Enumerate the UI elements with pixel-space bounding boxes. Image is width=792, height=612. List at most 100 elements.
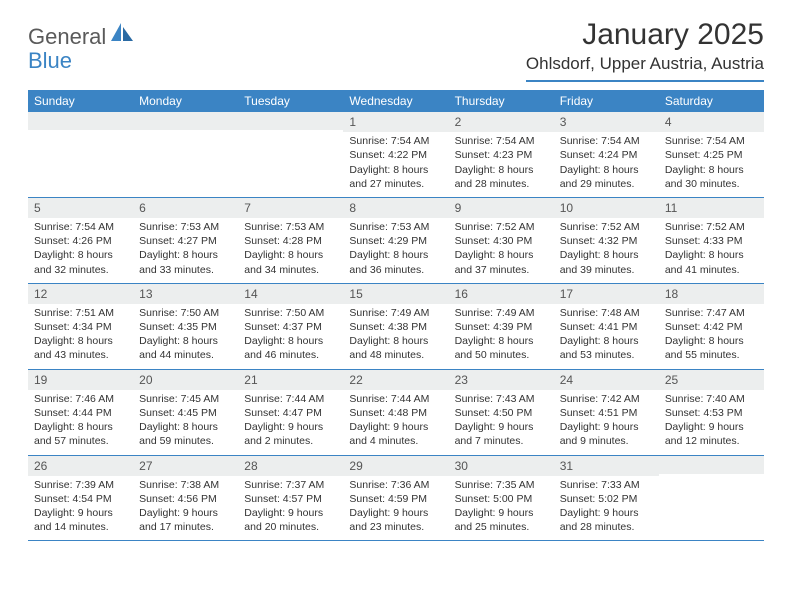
daylight-text: Daylight: 8 hours and 32 minutes. — [34, 248, 127, 276]
sunset-text: Sunset: 4:22 PM — [349, 148, 442, 162]
sunrise-text: Sunrise: 7:54 AM — [349, 134, 442, 148]
sunset-text: Sunset: 4:47 PM — [244, 406, 337, 420]
sunrise-text: Sunrise: 7:53 AM — [244, 220, 337, 234]
sunset-text: Sunset: 4:35 PM — [139, 320, 232, 334]
sunset-text: Sunset: 4:57 PM — [244, 492, 337, 506]
sunrise-text: Sunrise: 7:54 AM — [560, 134, 653, 148]
brand-logo: General — [28, 24, 135, 50]
day-cell — [659, 456, 764, 541]
sunset-text: Sunset: 4:44 PM — [34, 406, 127, 420]
day-number — [28, 112, 133, 130]
week-row: 26Sunrise: 7:39 AMSunset: 4:54 PMDayligh… — [28, 456, 764, 542]
sunset-text: Sunset: 4:48 PM — [349, 406, 442, 420]
daylight-text: Daylight: 9 hours and 20 minutes. — [244, 506, 337, 534]
sunset-text: Sunset: 4:38 PM — [349, 320, 442, 334]
day-body: Sunrise: 7:50 AMSunset: 4:37 PMDaylight:… — [238, 304, 343, 369]
day-number: 12 — [28, 284, 133, 304]
day-number: 20 — [133, 370, 238, 390]
day-number: 9 — [449, 198, 554, 218]
daylight-text: Daylight: 9 hours and 25 minutes. — [455, 506, 548, 534]
day-number — [133, 112, 238, 130]
day-body: Sunrise: 7:47 AMSunset: 4:42 PMDaylight:… — [659, 304, 764, 369]
daylight-text: Daylight: 8 hours and 55 minutes. — [665, 334, 758, 362]
daylight-text: Daylight: 8 hours and 50 minutes. — [455, 334, 548, 362]
sunset-text: Sunset: 4:33 PM — [665, 234, 758, 248]
daylight-text: Daylight: 9 hours and 14 minutes. — [34, 506, 127, 534]
sunrise-text: Sunrise: 7:50 AM — [244, 306, 337, 320]
day-number: 29 — [343, 456, 448, 476]
day-cell: 8Sunrise: 7:53 AMSunset: 4:29 PMDaylight… — [343, 198, 448, 283]
sunrise-text: Sunrise: 7:49 AM — [349, 306, 442, 320]
daylight-text: Daylight: 8 hours and 30 minutes. — [665, 163, 758, 191]
day-cell: 2Sunrise: 7:54 AMSunset: 4:23 PMDaylight… — [449, 112, 554, 197]
sunrise-text: Sunrise: 7:40 AM — [665, 392, 758, 406]
week-row: 1Sunrise: 7:54 AMSunset: 4:22 PMDaylight… — [28, 112, 764, 198]
day-body: Sunrise: 7:50 AMSunset: 4:35 PMDaylight:… — [133, 304, 238, 369]
day-cell: 29Sunrise: 7:36 AMSunset: 4:59 PMDayligh… — [343, 456, 448, 541]
day-body: Sunrise: 7:52 AMSunset: 4:30 PMDaylight:… — [449, 218, 554, 283]
day-cell: 12Sunrise: 7:51 AMSunset: 4:34 PMDayligh… — [28, 284, 133, 369]
day-number: 17 — [554, 284, 659, 304]
daylight-text: Daylight: 8 hours and 53 minutes. — [560, 334, 653, 362]
sunset-text: Sunset: 4:37 PM — [244, 320, 337, 334]
week-row: 19Sunrise: 7:46 AMSunset: 4:44 PMDayligh… — [28, 370, 764, 456]
day-number: 21 — [238, 370, 343, 390]
daylight-text: Daylight: 8 hours and 34 minutes. — [244, 248, 337, 276]
day-cell: 13Sunrise: 7:50 AMSunset: 4:35 PMDayligh… — [133, 284, 238, 369]
day-number: 10 — [554, 198, 659, 218]
daylight-text: Daylight: 9 hours and 2 minutes. — [244, 420, 337, 448]
day-body: Sunrise: 7:51 AMSunset: 4:34 PMDaylight:… — [28, 304, 133, 369]
sunset-text: Sunset: 5:02 PM — [560, 492, 653, 506]
calendar: SundayMondayTuesdayWednesdayThursdayFrid… — [28, 90, 764, 541]
day-cell: 26Sunrise: 7:39 AMSunset: 4:54 PMDayligh… — [28, 456, 133, 541]
day-cell: 15Sunrise: 7:49 AMSunset: 4:38 PMDayligh… — [343, 284, 448, 369]
sunset-text: Sunset: 4:56 PM — [139, 492, 232, 506]
day-body: Sunrise: 7:46 AMSunset: 4:44 PMDaylight:… — [28, 390, 133, 455]
day-number: 26 — [28, 456, 133, 476]
day-body: Sunrise: 7:35 AMSunset: 5:00 PMDaylight:… — [449, 476, 554, 541]
day-number: 11 — [659, 198, 764, 218]
sunrise-text: Sunrise: 7:54 AM — [665, 134, 758, 148]
day-number: 8 — [343, 198, 448, 218]
sunrise-text: Sunrise: 7:46 AM — [34, 392, 127, 406]
sunset-text: Sunset: 5:00 PM — [455, 492, 548, 506]
sunset-text: Sunset: 4:42 PM — [665, 320, 758, 334]
sunrise-text: Sunrise: 7:52 AM — [560, 220, 653, 234]
sunrise-text: Sunrise: 7:53 AM — [139, 220, 232, 234]
day-body: Sunrise: 7:52 AMSunset: 4:32 PMDaylight:… — [554, 218, 659, 283]
day-number: 30 — [449, 456, 554, 476]
day-body: Sunrise: 7:42 AMSunset: 4:51 PMDaylight:… — [554, 390, 659, 455]
day-body: Sunrise: 7:33 AMSunset: 5:02 PMDaylight:… — [554, 476, 659, 541]
day-cell: 22Sunrise: 7:44 AMSunset: 4:48 PMDayligh… — [343, 370, 448, 455]
daylight-text: Daylight: 8 hours and 39 minutes. — [560, 248, 653, 276]
sail-icon — [109, 23, 135, 48]
brand-part1: General — [28, 24, 106, 50]
sunset-text: Sunset: 4:23 PM — [455, 148, 548, 162]
sunrise-text: Sunrise: 7:45 AM — [139, 392, 232, 406]
day-cell: 7Sunrise: 7:53 AMSunset: 4:28 PMDaylight… — [238, 198, 343, 283]
day-cell: 3Sunrise: 7:54 AMSunset: 4:24 PMDaylight… — [554, 112, 659, 197]
day-number: 6 — [133, 198, 238, 218]
day-body: Sunrise: 7:54 AMSunset: 4:26 PMDaylight:… — [28, 218, 133, 283]
day-cell — [133, 112, 238, 197]
day-number: 18 — [659, 284, 764, 304]
dow-tuesday: Tuesday — [238, 90, 343, 112]
day-body: Sunrise: 7:49 AMSunset: 4:38 PMDaylight:… — [343, 304, 448, 369]
daylight-text: Daylight: 8 hours and 27 minutes. — [349, 163, 442, 191]
daylight-text: Daylight: 8 hours and 28 minutes. — [455, 163, 548, 191]
sunrise-text: Sunrise: 7:47 AM — [665, 306, 758, 320]
sunset-text: Sunset: 4:34 PM — [34, 320, 127, 334]
day-number: 27 — [133, 456, 238, 476]
day-cell: 27Sunrise: 7:38 AMSunset: 4:56 PMDayligh… — [133, 456, 238, 541]
day-number: 16 — [449, 284, 554, 304]
day-cell: 14Sunrise: 7:50 AMSunset: 4:37 PMDayligh… — [238, 284, 343, 369]
sunset-text: Sunset: 4:45 PM — [139, 406, 232, 420]
day-number — [659, 456, 764, 474]
day-number: 28 — [238, 456, 343, 476]
sunset-text: Sunset: 4:39 PM — [455, 320, 548, 334]
sunrise-text: Sunrise: 7:53 AM — [349, 220, 442, 234]
day-body: Sunrise: 7:43 AMSunset: 4:50 PMDaylight:… — [449, 390, 554, 455]
day-body: Sunrise: 7:37 AMSunset: 4:57 PMDaylight:… — [238, 476, 343, 541]
day-number: 31 — [554, 456, 659, 476]
sunrise-text: Sunrise: 7:49 AM — [455, 306, 548, 320]
